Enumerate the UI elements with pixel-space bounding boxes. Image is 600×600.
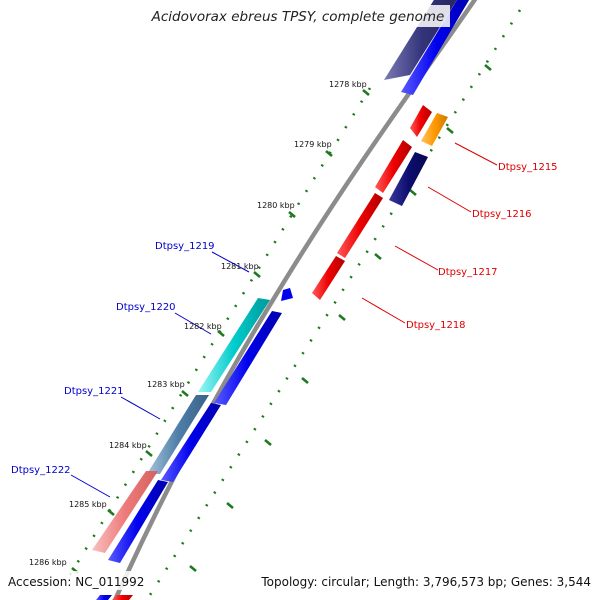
feature-forward-blue-small [281,288,293,301]
outer-tick-track-right [148,9,522,596]
feature-reverse-red-bottom [112,595,133,600]
kbp-label-1284: 1284 kbp [109,441,147,450]
feature-dtpsy-1222-arrow [92,471,158,553]
gene-label-dtpsy-1219[interactable]: Dtpsy_1219 [155,241,215,252]
feature-reverse-red-2 [375,140,412,193]
gene-label-dtpsy-1217[interactable]: Dtpsy_1217 [438,267,498,278]
footer-accession: Accession: NC_011992 [8,575,144,589]
footer-summary-backdrop [256,571,596,590]
kbp-label-1280: 1280 kbp [257,201,295,210]
feature-reverse-red-1 [410,105,432,137]
genome-title: Acidovorax ebreus TPSY, complete genome [151,9,445,25]
feature-forward-blue-1 [214,311,282,405]
feature-forward-blue-2 [161,403,221,482]
feature-forward-blue-top [401,0,470,95]
footer-accession-backdrop [4,571,152,590]
kbp-label-1279: 1279 kbp [294,140,332,149]
feature-dtpsy-1220-arrow [198,298,270,392]
kbp-label-1286: 1286 kbp [29,558,67,567]
major-tick-marks [71,89,370,574]
feature-reverse-red-4 [312,256,345,300]
gene-label-dtpsy-1216[interactable]: Dtpsy_1216 [472,209,532,220]
kbp-label-1283: 1283 kbp [147,380,185,389]
kbp-label-1285: 1285 kbp [69,500,107,509]
gene-label-dtpsy-1215[interactable]: Dtpsy_1215 [498,162,558,173]
gene-label-dtpsy-1221[interactable]: Dtpsy_1221 [64,386,124,397]
feature-dtpsy-1221-arrow [147,395,209,474]
feature-dtpsy-1215-arrow [421,113,448,146]
title-backdrop [148,5,450,27]
gene-label-dtpsy-1222[interactable]: Dtpsy_1222 [11,465,71,476]
gene-label-dtpsy-1220[interactable]: Dtpsy_1220 [116,302,176,313]
gene-label-dtpsy-1218[interactable]: Dtpsy_1218 [406,320,466,331]
feature-forward-blue-bottom [96,595,112,600]
feature-forward-blue-3 [108,480,168,563]
footer-summary: Topology: circular; Length: 3,796,573 bp… [260,575,591,589]
feature-reverse-red-3 [337,193,383,258]
kbp-label-1278: 1278 kbp [329,80,367,89]
kbp-label-1282: 1282 kbp [184,322,222,331]
major-tick-marks-right [189,64,492,572]
feature-dtpsy-1216-arrow [389,152,428,206]
genome-backbone [112,0,478,600]
kbp-label-1281: 1281 kbp [221,262,259,271]
label-leaders [70,142,498,498]
